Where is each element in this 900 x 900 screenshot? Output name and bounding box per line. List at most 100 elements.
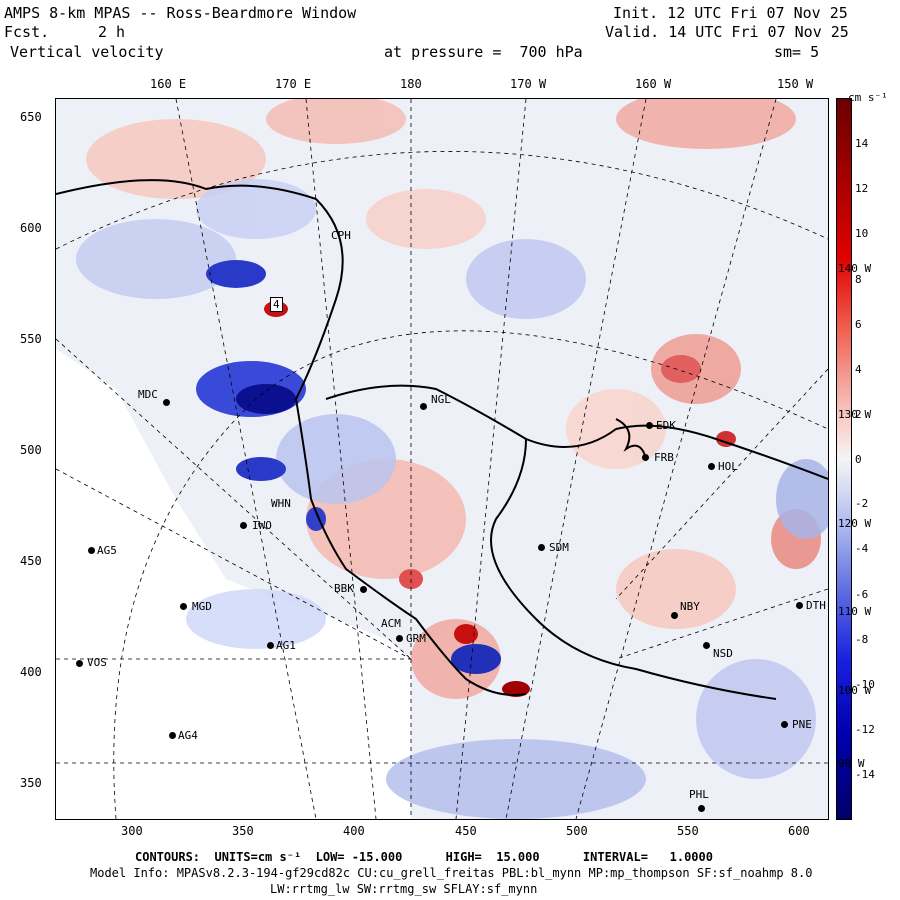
lon-label: 110 W — [838, 605, 872, 618]
top-axis-label: 160 E — [150, 77, 187, 91]
station-marker — [163, 399, 170, 406]
lon-label: 90 W — [838, 757, 865, 770]
station-label: AG1 — [276, 639, 296, 652]
top-axis-label: 170 W — [510, 77, 547, 91]
station-label: PHL — [689, 788, 709, 801]
station-marker — [76, 660, 83, 667]
station-marker — [646, 422, 653, 429]
forecast-label: Fcst. — [4, 23, 50, 41]
station-label: BBK — [334, 582, 354, 595]
station-label: NGL — [431, 393, 451, 406]
bottom-axis-label: 600 — [788, 824, 810, 838]
station-marker — [267, 642, 274, 649]
station-marker — [703, 642, 710, 649]
station-label: PNE — [792, 718, 812, 731]
colorbar-label: -10 — [855, 678, 875, 691]
lon-label: 100 W — [838, 684, 872, 697]
station-marker — [420, 403, 427, 410]
left-axis-label: 500 — [20, 443, 42, 457]
station-marker — [240, 522, 247, 529]
lon-label: 120 W — [838, 517, 872, 530]
map-panel[interactable]: CPH MDC NGL EDK FRB HOL WHN IWO AG5 SDM … — [55, 98, 829, 820]
station-label: DTH — [806, 599, 826, 612]
left-axis-label: 600 — [20, 221, 42, 235]
colorbar-label: 2 — [855, 408, 862, 421]
station-label: NBY — [680, 600, 700, 613]
bottom-axis-label: 300 — [121, 824, 143, 838]
station-marker — [708, 463, 715, 470]
bottom-axis-label: 500 — [566, 824, 588, 838]
station-label: 4 — [270, 297, 283, 312]
model-info: Model Info: MPASv8.2.3-194-gf29cd82c CU:… — [90, 866, 813, 880]
station-label: MGD — [192, 600, 212, 613]
station-marker — [180, 603, 187, 610]
left-axis-label: 550 — [20, 332, 42, 346]
no-data-region — [56, 349, 411, 819]
station-marker — [642, 454, 649, 461]
station-label: GRM — [406, 632, 426, 645]
top-axis-label: 180 — [400, 77, 422, 91]
init-time: Init. 12 UTC Fri 07 Nov 25 — [613, 4, 848, 22]
bottom-axis-label: 350 — [232, 824, 254, 838]
station-label: ACM — [381, 617, 401, 630]
colorbar-label: -4 — [855, 542, 869, 555]
station-label: AG5 — [97, 544, 117, 557]
station-marker — [360, 586, 367, 593]
bottom-axis-label: 400 — [343, 824, 365, 838]
lon-label: 130 W — [838, 408, 872, 421]
bottom-axis-label: 550 — [677, 824, 699, 838]
station-marker — [781, 721, 788, 728]
pressure-level: at pressure = 700 hPa — [384, 43, 583, 61]
strong-downdraft-core — [196, 260, 501, 674]
colorbar-label: 0 — [855, 453, 862, 466]
map-title: AMPS 8-km MPAS -- Ross-Beardmore Window — [4, 4, 357, 22]
colorbar-label: -2 — [855, 497, 869, 510]
valid-time: Valid. 14 UTC Fri 07 Nov 25 — [605, 23, 849, 41]
station-marker — [538, 544, 545, 551]
colorbar-label: -14 — [855, 768, 875, 781]
weak-downdraft-patches — [76, 179, 828, 819]
station-label: WHN — [271, 497, 291, 510]
left-axis-label: 650 — [20, 110, 42, 124]
station-label: AG4 — [178, 729, 198, 742]
top-axis-label: 160 W — [635, 77, 672, 91]
top-axis-label: 150 W — [777, 77, 814, 91]
colorbar-label: 10 — [855, 227, 869, 240]
left-axis-label: 350 — [20, 776, 42, 790]
station-label: EDK — [656, 419, 676, 432]
colorbar-label: -6 — [855, 588, 869, 601]
station-label: SDM — [549, 541, 569, 554]
left-axis-label: 450 — [20, 554, 42, 568]
station-marker — [671, 612, 678, 619]
coastline — [56, 179, 828, 700]
top-axis-label: 170 E — [275, 77, 312, 91]
station-marker — [169, 732, 176, 739]
graticule — [56, 99, 828, 819]
station-label: IWO — [252, 519, 272, 532]
left-axis-label: 400 — [20, 665, 42, 679]
bottom-axis-label: 450 — [455, 824, 477, 838]
strong-updraft-spots — [264, 301, 736, 697]
station-marker — [796, 602, 803, 609]
colorbar-label: -8 — [855, 633, 869, 646]
station-label: CPH — [331, 229, 351, 242]
station-label: VOS — [87, 656, 107, 669]
colorbar — [836, 98, 852, 820]
radiation-info: LW:rrtmg_lw SW:rrtmg_sw SFLAY:sf_mynn — [270, 882, 538, 896]
field-name: Vertical velocity — [10, 43, 164, 61]
colorbar-label: 8 — [855, 273, 862, 286]
colorbar-label: 6 — [855, 318, 862, 331]
colorbar-label: 14 — [855, 137, 869, 150]
colorbar-units: cm s⁻¹ — [848, 91, 888, 104]
vertical-velocity-field — [56, 99, 828, 819]
station-label: NSD — [713, 647, 733, 660]
colorbar-label: -12 — [855, 723, 875, 736]
lon-label: 140 W — [838, 262, 872, 275]
station-label: MDC — [138, 388, 158, 401]
station-label: HOL — [718, 460, 738, 473]
contour-info: CONTOURS: UNITS=cm s⁻¹ LOW= -15.000 HIGH… — [135, 850, 713, 864]
smoothing-value: sm= 5 — [774, 43, 820, 61]
forecast-hour: 2 h — [98, 23, 126, 41]
station-marker — [396, 635, 403, 642]
colorbar-label: 4 — [855, 363, 862, 376]
